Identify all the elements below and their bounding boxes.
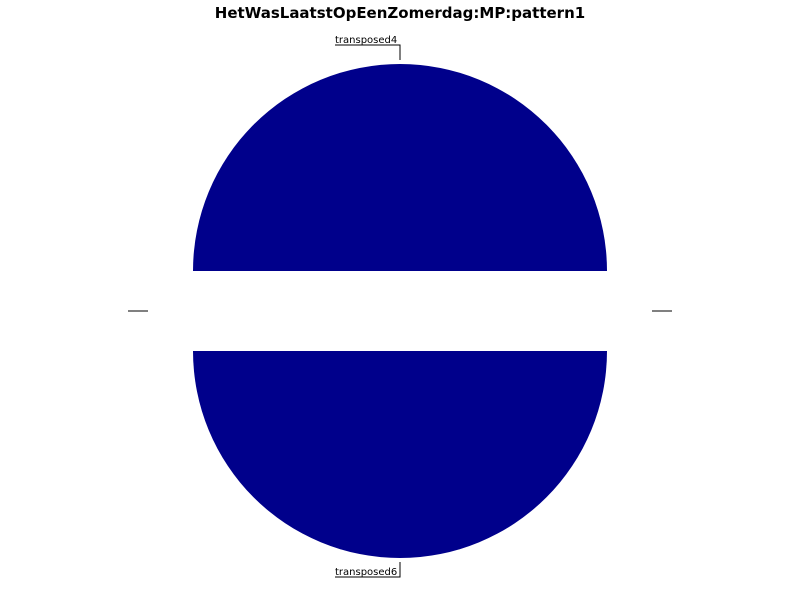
slice-label-transposed4: transposed4 — [335, 35, 397, 46]
chart-title: HetWasLaatstOpEenZomerdag:MP:pattern1 — [214, 4, 586, 22]
pie-labels: transposed4 transposed6 — [128, 35, 672, 578]
slice-label-transposed6: transposed6 — [335, 567, 397, 578]
leader-line-transposed6 — [335, 562, 401, 578]
pie-slice-transposed4 — [193, 64, 607, 271]
pie-slices — [193, 64, 607, 558]
leader-line-transposed4 — [335, 44, 401, 60]
pie-slice-transposed6 — [193, 351, 607, 558]
